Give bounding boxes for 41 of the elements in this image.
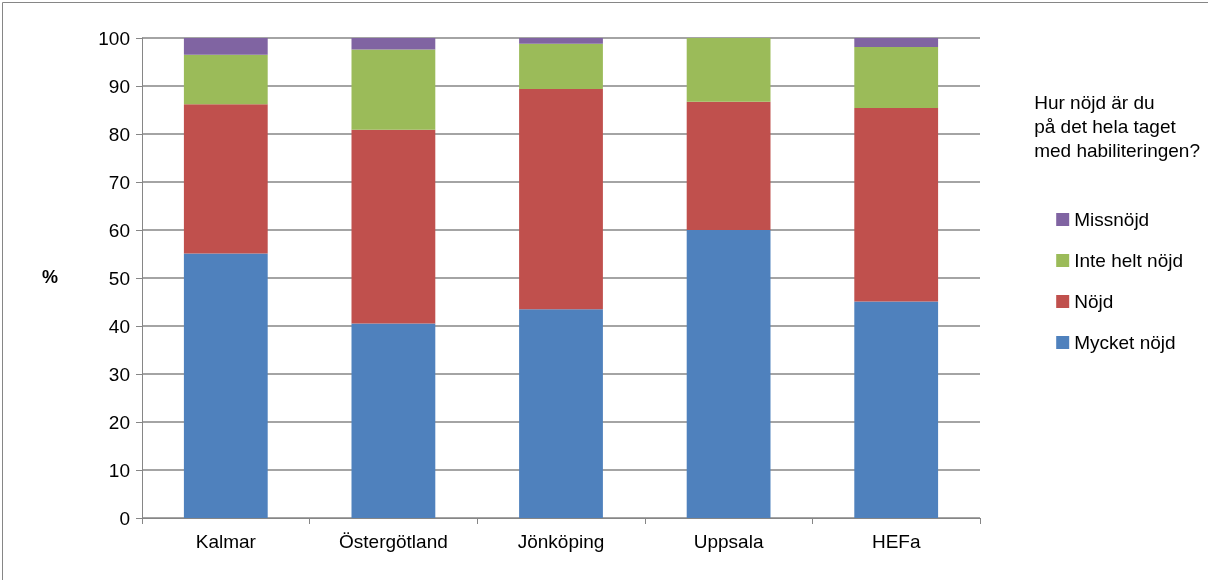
bar bbox=[686, 38, 771, 102]
bar bbox=[351, 49, 436, 130]
legend-label: Inte helt nöjd bbox=[1074, 250, 1184, 271]
bar bbox=[854, 301, 939, 518]
y-tick-label: 10 bbox=[108, 459, 130, 481]
x-tick-label: HEFa bbox=[871, 531, 921, 552]
bar bbox=[183, 38, 268, 55]
legend-title: Hur nöjd är du på det hela taget med habiliteringen? bbox=[1034, 91, 1201, 161]
bar bbox=[351, 323, 436, 518]
x-tick-label: Jönköping bbox=[517, 531, 605, 552]
bar bbox=[686, 230, 771, 518]
y-tick-label: 30 bbox=[108, 363, 130, 385]
legend-label: Mycket nöjd bbox=[1074, 332, 1176, 353]
bar bbox=[183, 253, 268, 518]
x-tick-label: Kalmar bbox=[195, 531, 257, 552]
y-tick-label: 90 bbox=[108, 75, 130, 97]
y-tick-label: 70 bbox=[108, 171, 130, 193]
bar bbox=[519, 43, 603, 89]
bar bbox=[351, 129, 436, 324]
bar bbox=[183, 104, 268, 254]
bar bbox=[519, 309, 603, 518]
y-tick-label: 0 bbox=[119, 507, 130, 529]
y-tick-label: 20 bbox=[108, 411, 130, 433]
bar bbox=[854, 38, 939, 48]
legend-label: Missnöjd bbox=[1074, 209, 1150, 230]
bar bbox=[854, 108, 939, 302]
bar bbox=[519, 88, 603, 310]
bar bbox=[686, 101, 771, 230]
y-tick-label: 50 bbox=[108, 267, 130, 289]
y-axis-title: % bbox=[42, 267, 59, 287]
bar bbox=[519, 38, 603, 44]
y-tick-label: 60 bbox=[108, 219, 130, 241]
y-tick-label: 100 bbox=[98, 27, 130, 49]
y-tick-label: 80 bbox=[108, 123, 130, 145]
bar bbox=[854, 47, 939, 109]
legend-label: Nöjd bbox=[1074, 291, 1114, 312]
x-tick-label: Östergötland bbox=[339, 531, 448, 552]
bar bbox=[351, 38, 436, 50]
bar bbox=[183, 54, 268, 105]
x-tick-label: Uppsala bbox=[693, 531, 764, 552]
y-tick-label: 40 bbox=[108, 315, 130, 337]
